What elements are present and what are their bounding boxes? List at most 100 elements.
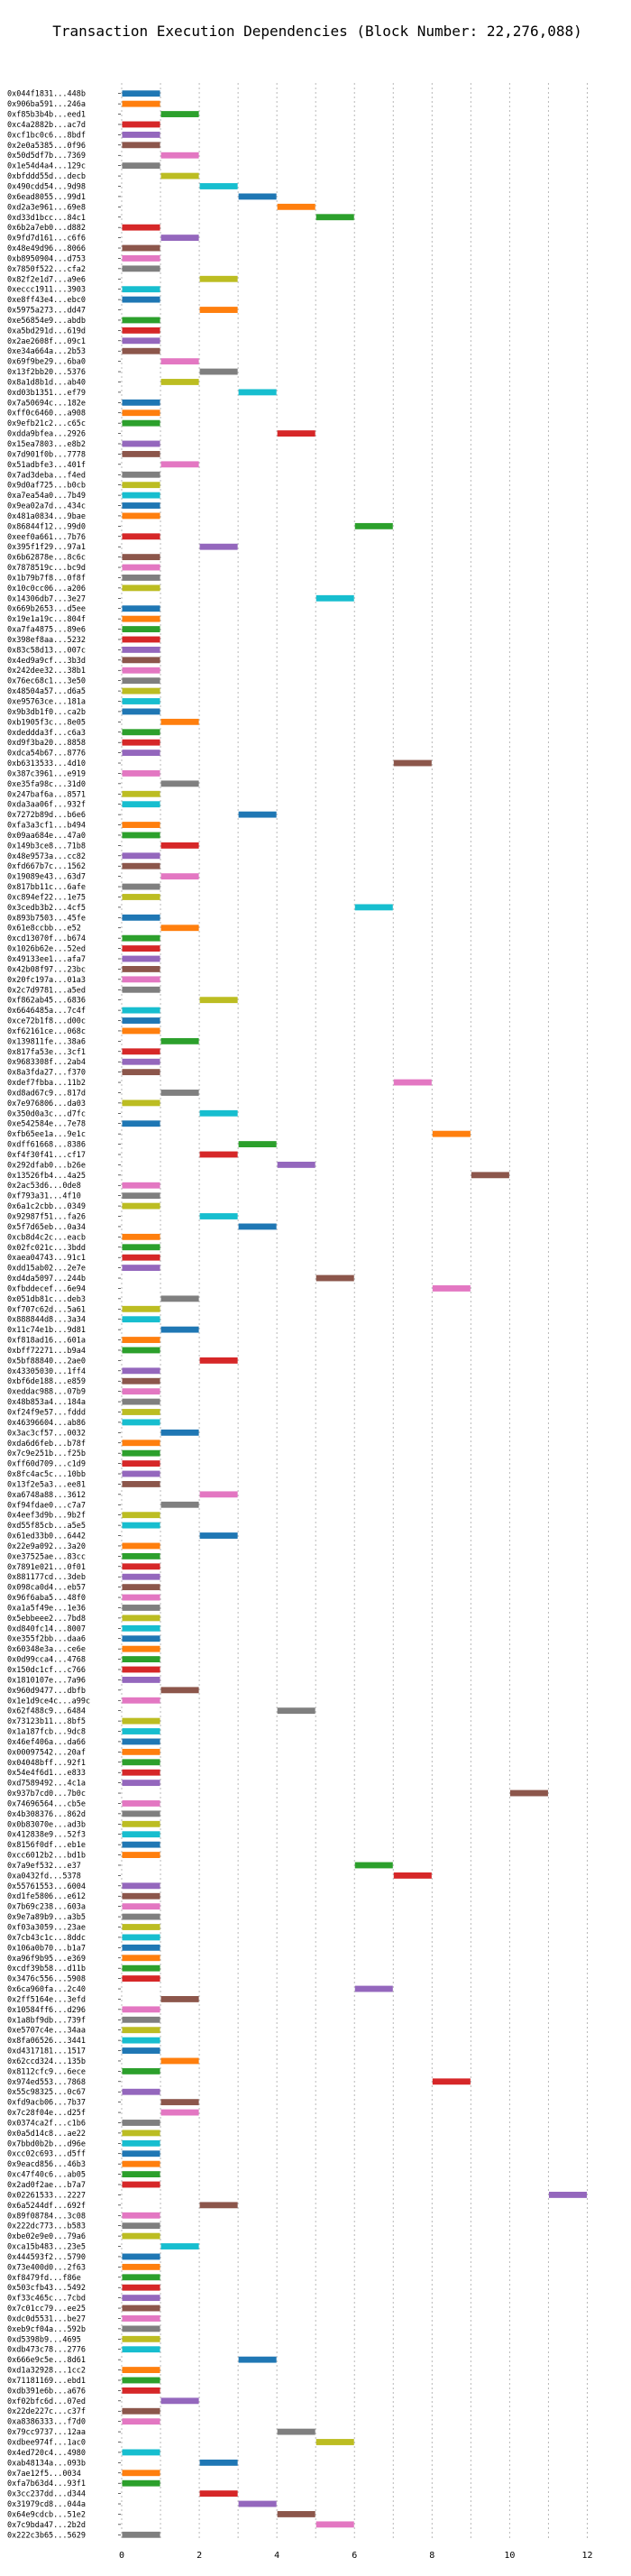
y-tick-label: 0x7e976806...da03 (7, 1099, 86, 1109)
bar (122, 255, 160, 262)
y-tick-label: 0x8fc4ac5c...10bb (7, 1470, 86, 1479)
bar (160, 461, 199, 468)
y-tick-label: 0x7878519c...bc9d (7, 564, 86, 573)
bar (160, 718, 199, 725)
y-tick-label: 0x817bb11c...6afe (7, 883, 86, 892)
bar (122, 1512, 160, 1519)
bar (160, 780, 199, 787)
bar (122, 1017, 160, 1024)
bar (160, 1295, 199, 1302)
bar (122, 2222, 160, 2230)
bar (238, 811, 277, 818)
y-tick-label: 0x55761553...6004 (7, 1882, 86, 1891)
bar (122, 1233, 160, 1240)
y-tick-label: 0xeddac988...07b9 (7, 1388, 86, 1397)
y-tick-label: 0x4ed9a9cf...3b3d (7, 657, 86, 666)
bar (122, 657, 160, 664)
bar (122, 440, 160, 447)
bar (122, 1377, 160, 1385)
bar (122, 2470, 160, 2477)
bar (122, 1831, 160, 1838)
y-tick-label: 0xd7589492...4c1a (7, 1780, 86, 1789)
bar (277, 1161, 316, 1168)
bar (122, 1780, 160, 1787)
y-tick-label: 0x74696564...cb5e (7, 1799, 86, 1808)
y-tick-label: 0xdca54b67...8776 (7, 750, 86, 759)
y-tick-label: 0xcdf39b58...d11b (7, 1964, 86, 1973)
bar (122, 852, 160, 860)
bar (122, 2315, 160, 2322)
bar (238, 193, 277, 200)
y-tick-label: 0x222dc773...b583 (7, 2222, 86, 2231)
y-tick-label: 0x7c9bda47...2b2d (7, 2521, 86, 2530)
bar (122, 1800, 160, 1807)
bar (122, 286, 160, 293)
y-tick-label: 0x098ca0d4...eb57 (7, 1584, 86, 1593)
y-tick-label: 0x481a0834...9bae (7, 512, 86, 521)
bar (509, 1789, 548, 1797)
x-tick-label: 0 (119, 2551, 124, 2561)
bar (122, 2367, 160, 2373)
y-tick-label: 0x444593f2...5790 (7, 2253, 86, 2262)
y-tick-label: 0x4ed720c4...4980 (7, 2449, 86, 2458)
y-tick-label: 0x5f7d65eb...0a34 (7, 1223, 86, 1232)
bar (122, 584, 160, 592)
bar (199, 1151, 238, 1158)
bar (122, 862, 160, 869)
bar (122, 2037, 160, 2044)
y-tick-label: 0x881177cd...3deb (7, 1573, 86, 1582)
bar (122, 554, 160, 561)
bar (122, 575, 160, 581)
y-tick-label: 0x48b853a4...184a (7, 1398, 86, 1407)
y-tick-label: 0x46396604...ab86 (7, 1419, 86, 1428)
bar (122, 1584, 160, 1591)
bar (160, 111, 199, 117)
y-tick-label: 0x7cb43c1c...8ddc (7, 1934, 86, 1943)
bar (122, 1244, 160, 1251)
bar (122, 1594, 160, 1601)
y-tick-label: 0xa8386333...f7d0 (7, 2418, 86, 2427)
bar (122, 1481, 160, 1487)
y-tick-label: 0xe8ff43e4...ebc0 (7, 296, 86, 305)
y-tick-label: 0x8a3fda27...f370 (7, 1069, 86, 1078)
bar (122, 646, 160, 653)
y-tick-label: 0x1e54d4a4...129c (7, 162, 86, 171)
y-tick-label: 0x61e8ccbb...e52 (7, 925, 81, 934)
y-tick-label: 0xe355f2bb...daa6 (7, 1635, 86, 1644)
bar (122, 224, 160, 231)
y-tick-label: 0x9eacd856...46b3 (7, 2160, 86, 2169)
bar (122, 1852, 160, 1858)
bar (122, 2377, 160, 2384)
y-tick-label: 0xf4f30f41...cf17 (7, 1151, 86, 1160)
bar (122, 533, 160, 540)
y-tick-label: 0x60348e3a...ce6e (7, 1645, 86, 1654)
bar (122, 2449, 160, 2456)
bar (122, 2150, 160, 2157)
y-tick-label: 0x10584ff6...d296 (7, 2006, 86, 2015)
bar (122, 2253, 160, 2260)
bar (122, 883, 160, 890)
y-tick-label: 0x242dee32...38b1 (7, 667, 86, 676)
y-tick-label: 0xeef0a661...7b76 (7, 533, 86, 542)
bar (122, 1419, 160, 1426)
bar (122, 677, 160, 685)
y-tick-label: 0xa5bd291d...619d (7, 327, 86, 336)
y-tick-label: 0x8a1d8b1d...ab40 (7, 378, 86, 387)
y-tick-label: 0x96f6aba5...48f0 (7, 1594, 86, 1603)
bar (122, 986, 160, 993)
y-tick-label: 0x0374ca2f...c1b6 (7, 2119, 86, 2128)
bar (122, 1759, 160, 1766)
y-tick-label: 0xda3aa06f...932f (7, 801, 86, 810)
y-tick-label: 0x150dc1cf...c766 (7, 1666, 86, 1675)
bar (122, 409, 160, 417)
y-tick-label: 0x42b08f97...23bc (7, 965, 86, 974)
y-tick-label: 0x48e9573a...cc82 (7, 852, 86, 861)
y-tick-label: 0x4b308376...862d (7, 1810, 86, 1819)
y-tick-label: 0x7d901f0b...7778 (7, 450, 86, 459)
y-tick-label: 0x817fa53e...3cf1 (7, 1048, 86, 1057)
y-tick-label: 0x7c01cc79...ee25 (7, 2305, 86, 2314)
bar (277, 2428, 316, 2435)
bar (122, 1903, 160, 1910)
bar (122, 2067, 160, 2075)
y-tick-label: 0x20fc197a...01a3 (7, 976, 86, 985)
